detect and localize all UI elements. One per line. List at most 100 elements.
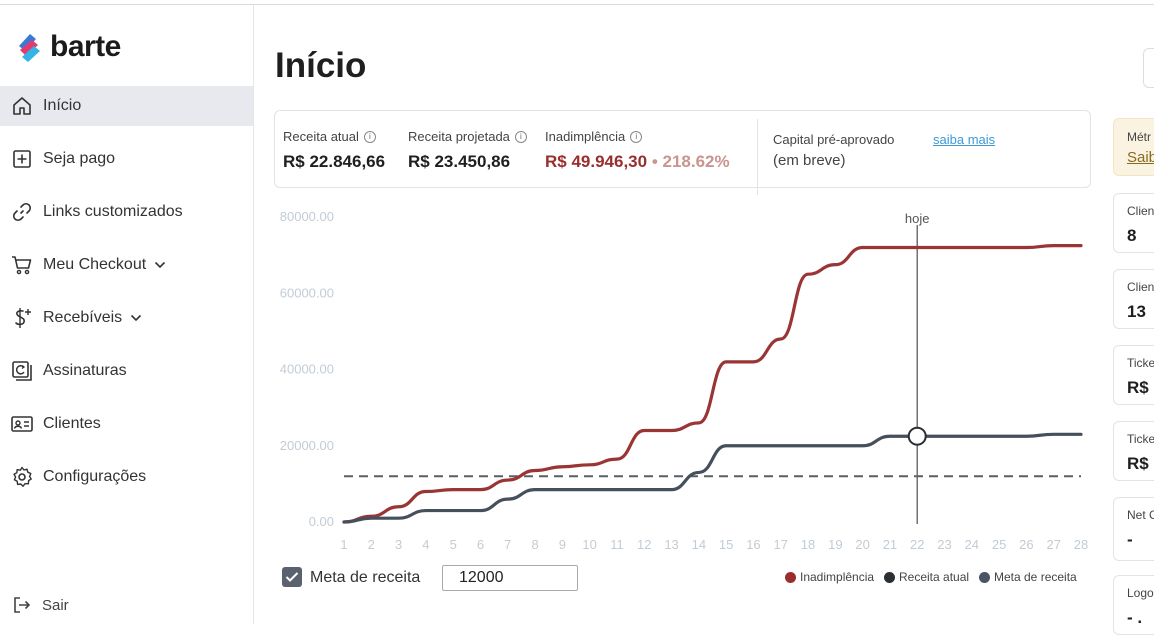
sidebar-item-meu-checkout[interactable]: Meu Checkout xyxy=(0,245,253,285)
capital-value: (em breve) xyxy=(773,152,846,169)
stat-value: R$ 22.846,66 xyxy=(283,152,386,171)
sidebar-item-label: Início xyxy=(43,97,82,114)
check-icon xyxy=(285,572,299,582)
x-tick-label: 23 xyxy=(937,537,951,552)
x-tick-label: 6 xyxy=(477,537,484,552)
metric-value: 8 xyxy=(1127,226,1137,245)
x-tick-label: 21 xyxy=(883,537,897,552)
stat-receita-atual: Receita atual i R$ 22.846,66 xyxy=(283,129,385,172)
stat-label: Inadimplência xyxy=(545,129,626,144)
sidebar-item-links-customizados[interactable]: Links customizados xyxy=(0,192,253,232)
metric-card: Clien 13 xyxy=(1113,269,1154,329)
id-card-icon xyxy=(11,413,33,435)
x-tick-label: 19 xyxy=(828,537,842,552)
banner-link[interactable]: Saib xyxy=(1127,149,1154,166)
sidebar-item-seja-pago[interactable]: Seja pago xyxy=(0,139,253,179)
stat-label: Receita atual xyxy=(283,129,359,144)
stat-value: R$ 49.946,30 • 218.62% xyxy=(545,152,730,172)
metric-card: Ticke R$ ( xyxy=(1113,421,1154,481)
x-tick-label: 5 xyxy=(450,537,457,552)
metric-label: Clien xyxy=(1127,204,1154,218)
x-tick-label: 9 xyxy=(559,537,566,552)
brand-logo[interactable]: barte xyxy=(16,27,121,67)
x-tick-label: 27 xyxy=(1046,537,1060,552)
info-icon[interactable]: i xyxy=(630,130,643,143)
metric-card: Logo - . xyxy=(1113,575,1154,635)
inadimplencia-percent: 218.62% xyxy=(662,152,730,171)
x-tick-label: 26 xyxy=(1019,537,1033,552)
info-icon[interactable]: i xyxy=(363,130,376,143)
legend-label: Meta de receita xyxy=(994,570,1077,584)
stat-receita-projetada: Receita projetada i R$ 23.450,86 xyxy=(408,129,527,172)
metric-label: Clien xyxy=(1127,280,1154,294)
stat-inadimplencia: Inadimplência i R$ 49.946,30 • 218.62% xyxy=(545,129,730,172)
brand-name: barte xyxy=(50,30,121,63)
meta-input[interactable] xyxy=(442,565,578,591)
x-tick-label: 14 xyxy=(692,537,706,552)
x-tick-label: 18 xyxy=(801,537,815,552)
legend-meta-de-receita[interactable]: Meta de receita xyxy=(979,570,1077,584)
top-border xyxy=(0,4,1154,5)
x-tick-label: 3 xyxy=(395,537,402,552)
metrics-banner: Métr Saib xyxy=(1113,118,1154,176)
logout-button[interactable]: Sair xyxy=(0,587,253,623)
x-tick-label: 7 xyxy=(504,537,511,552)
metric-label: Ticke xyxy=(1127,432,1154,446)
stats-panel: Receita atual i R$ 22.846,66 Receita proj… xyxy=(274,110,1091,195)
stat-label: Receita projetada xyxy=(408,129,510,144)
metric-label: Net C xyxy=(1127,508,1154,522)
sidebar-item-label: Seja pago xyxy=(43,150,116,167)
metric-value: R$ xyxy=(1127,378,1149,397)
barte-logo-icon xyxy=(19,34,40,62)
stat-value: R$ 23.450,86 xyxy=(408,152,511,171)
legend-dot xyxy=(785,571,796,583)
metric-card: Clien 8 xyxy=(1113,193,1154,253)
saiba-mais-link[interactable]: saiba mais xyxy=(933,132,996,147)
x-tick-label: 28 xyxy=(1074,537,1088,552)
sidebar-item-label: Configurações xyxy=(43,468,147,485)
series-line-meta-de-receita xyxy=(342,432,1083,524)
x-tick-label: 4 xyxy=(422,537,429,552)
y-tick-label: 60000.00 xyxy=(280,285,334,300)
x-tick-label: 25 xyxy=(992,537,1006,552)
legend-inadimplencia[interactable]: Inadimplência xyxy=(785,570,874,584)
sidebar-item-label: Assinaturas xyxy=(43,362,127,379)
top-right-button[interactable] xyxy=(1143,48,1154,88)
sidebar-item-label: Clientes xyxy=(43,415,101,432)
x-tick-label: 1 xyxy=(340,537,347,552)
capital-label: Capital pré-aprovado xyxy=(773,132,895,147)
info-icon[interactable]: i xyxy=(514,130,527,143)
meta-checkbox[interactable] xyxy=(282,567,302,587)
legend-receita-atual[interactable]: Receita atual xyxy=(884,570,969,584)
link-icon xyxy=(11,201,33,223)
sidebar-item-inicio[interactable]: Início xyxy=(0,86,253,126)
x-tick-label: 10 xyxy=(582,537,596,552)
sidebar-item-label: Recebíveis xyxy=(43,309,123,326)
today-marker xyxy=(907,426,927,446)
x-tick-label: 16 xyxy=(746,537,760,552)
banner-label: Métr xyxy=(1127,130,1151,144)
logout-label: Sair xyxy=(42,596,69,614)
page-title: Início xyxy=(275,46,367,85)
legend-label: Receita atual xyxy=(899,570,970,584)
x-tick-label: 24 xyxy=(965,537,979,552)
metric-value: 13 xyxy=(1127,302,1146,321)
sidebar-item-recebiveis[interactable]: Recebíveis xyxy=(0,298,253,338)
metric-value: - xyxy=(1127,530,1133,549)
sidebar-item-label: Meu Checkout xyxy=(43,256,147,273)
metric-card: Net C - xyxy=(1113,497,1154,561)
chevron-down-icon[interactable] xyxy=(154,261,166,269)
y-tick-label: 20000.00 xyxy=(280,438,334,453)
x-tick-label: 15 xyxy=(719,537,733,552)
legend-dot xyxy=(979,571,990,583)
today-label: hoje xyxy=(905,211,930,226)
metric-label: Ticke xyxy=(1127,356,1154,370)
sidebar-item-configuracoes[interactable]: Configurações xyxy=(0,457,253,497)
chevron-down-icon[interactable] xyxy=(130,314,142,322)
sidebar-item-clientes[interactable]: Clientes xyxy=(0,404,253,444)
stats-divider xyxy=(757,119,758,195)
sidebar-item-assinaturas[interactable]: Assinaturas xyxy=(0,351,253,391)
inadimplencia-separator: • xyxy=(647,152,663,171)
x-tick-label: 12 xyxy=(637,537,651,552)
